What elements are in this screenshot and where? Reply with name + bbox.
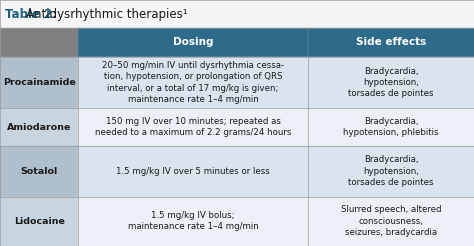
Text: Slurred speech, altered
consciousness,
seizures, bradycardia: Slurred speech, altered consciousness, s… <box>341 205 441 237</box>
Bar <box>0 108 78 146</box>
Bar <box>308 28 474 57</box>
Text: Bradycardia,
hypotension,
torsades de pointes: Bradycardia, hypotension, torsades de po… <box>348 67 434 98</box>
Text: Procainamide: Procainamide <box>3 78 75 87</box>
Bar <box>78 197 308 246</box>
Bar <box>308 197 474 246</box>
Bar <box>78 146 308 197</box>
Bar <box>308 57 474 108</box>
Text: 1.5 mg/kg IV bolus;
maintenance rate 1–4 mg/min: 1.5 mg/kg IV bolus; maintenance rate 1–4… <box>128 211 258 231</box>
Bar <box>0 146 78 197</box>
Text: Amiodarone: Amiodarone <box>7 123 71 132</box>
Bar <box>78 28 308 57</box>
Text: Sotalol: Sotalol <box>20 167 58 176</box>
Bar <box>0 28 78 57</box>
Text: Table 2:: Table 2: <box>5 8 61 21</box>
Bar <box>308 146 474 197</box>
Bar <box>78 57 308 108</box>
Text: Bradycardia,
hypotension, phlebitis: Bradycardia, hypotension, phlebitis <box>343 117 439 137</box>
Text: 20–50 mg/min IV until dysrhythmia cessa-
tion, hypotension, or prolongation of Q: 20–50 mg/min IV until dysrhythmia cessa-… <box>102 61 284 104</box>
Bar <box>0 57 78 108</box>
Bar <box>0 0 474 28</box>
Text: Lidocaine: Lidocaine <box>14 217 64 226</box>
Bar <box>308 108 474 146</box>
Text: 150 mg IV over 10 minutes; repeated as
needed to a maximum of 2.2 grams/24 hours: 150 mg IV over 10 minutes; repeated as n… <box>95 117 292 137</box>
Text: 1.5 mg/kg IV over 5 minutes or less: 1.5 mg/kg IV over 5 minutes or less <box>116 167 270 176</box>
Bar <box>0 197 78 246</box>
Text: Side effects: Side effects <box>356 37 426 47</box>
Bar <box>78 108 308 146</box>
Text: Antidysrhythmic therapies¹: Antidysrhythmic therapies¹ <box>26 8 187 21</box>
Text: Bradycardia,
hypotension,
torsades de pointes: Bradycardia, hypotension, torsades de po… <box>348 155 434 187</box>
Text: Dosing: Dosing <box>173 37 213 47</box>
